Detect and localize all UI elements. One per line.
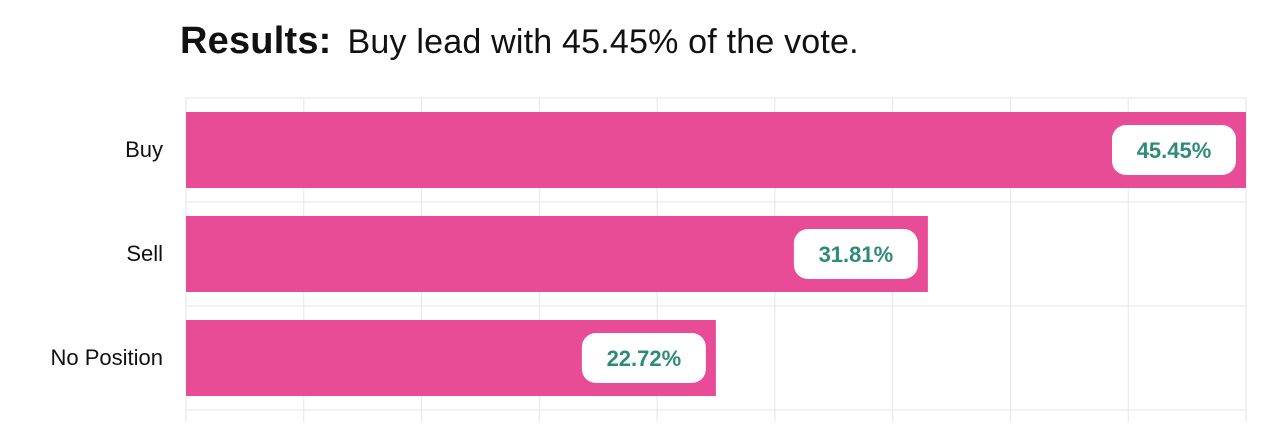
value-badge-sell: [793, 229, 918, 279]
results-summary: Buy lead with 45.45% of the vote.: [347, 23, 859, 61]
category-label-no-position: No Position: [50, 345, 163, 370]
value-label-no-position: 22.72%: [607, 346, 682, 371]
value-badge-no-position: [581, 333, 706, 383]
value-badge-buy: [1112, 125, 1236, 175]
bar-buy: [186, 112, 1246, 188]
category-label-sell: Sell: [126, 241, 163, 266]
value-label-buy: 45.45%: [1137, 138, 1212, 163]
results-label: Results:: [180, 20, 332, 62]
category-label-buy: Buy: [125, 137, 163, 162]
labels: Buy 45.45% Sell 31.81% No Position 22.72%: [50, 125, 1236, 383]
results-header: Results: Buy lead with 45.45% of the vot…: [180, 20, 859, 70]
bars: [186, 112, 1246, 396]
value-label-sell: 31.81%: [819, 242, 894, 267]
